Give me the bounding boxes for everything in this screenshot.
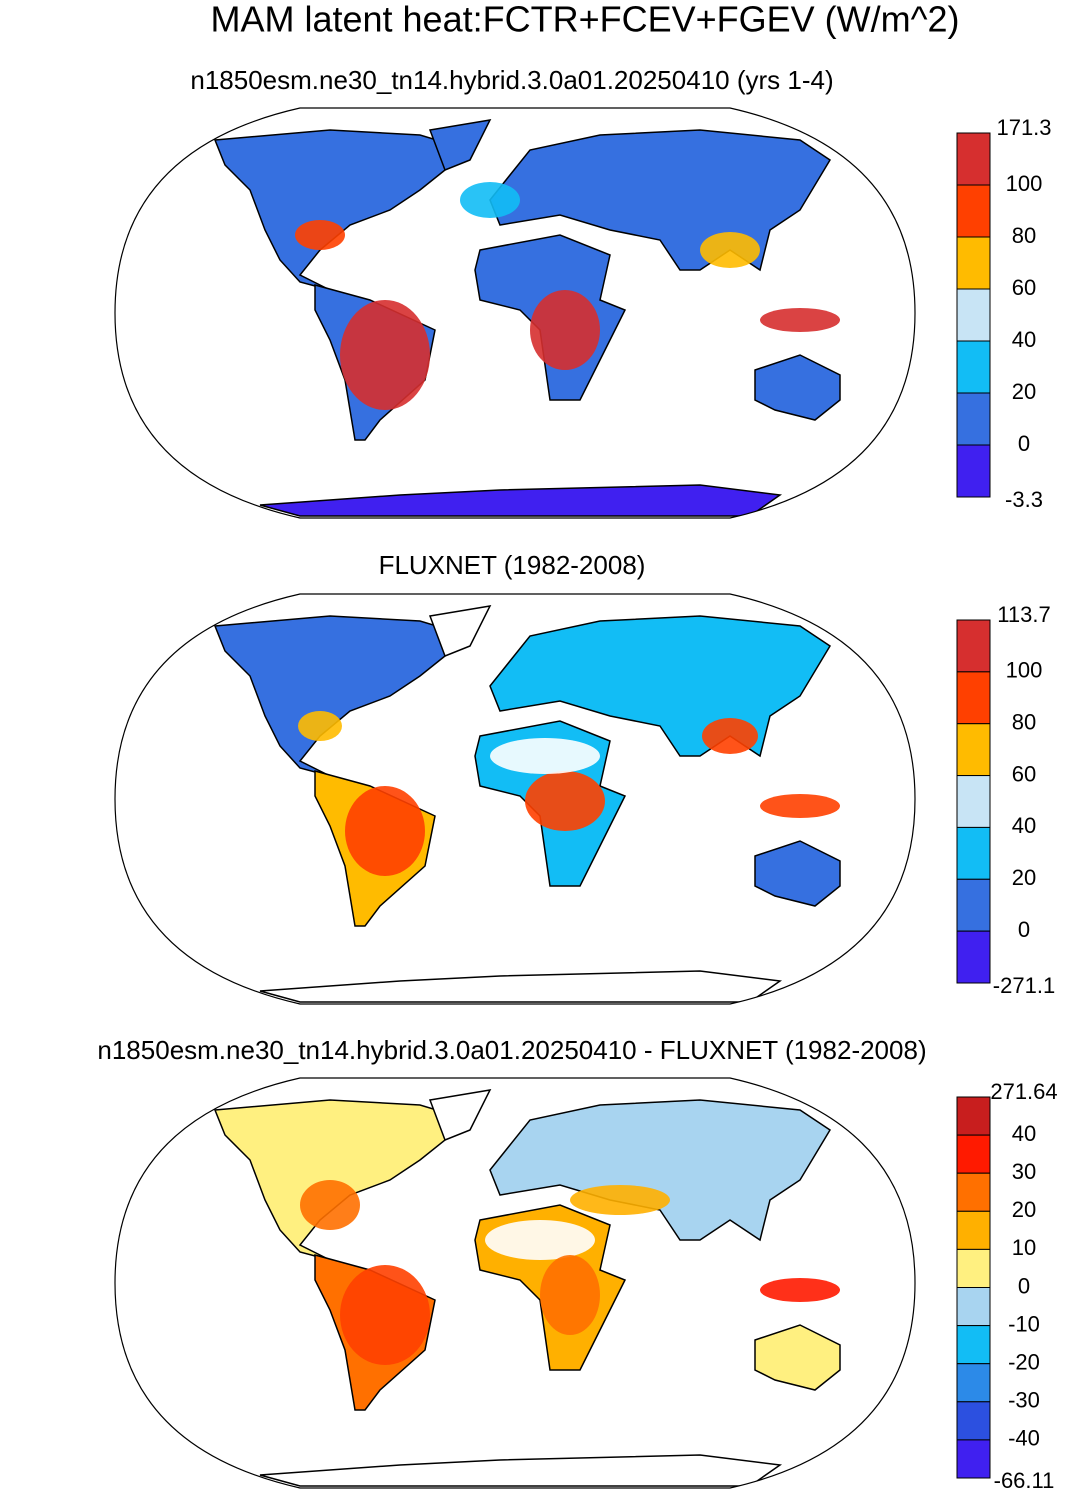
region [298,711,342,741]
colorbar-label: 10 [1012,1235,1036,1260]
colorbar-box [956,1248,991,1289]
colorbar-box [956,930,991,984]
colorbar-box [956,1172,991,1212]
map-border [114,107,916,519]
colorbar-label: 80 [1012,223,1036,248]
colorbar-label: -3.3 [1005,487,1043,512]
colorbar-box [956,1210,991,1250]
colorbar-box [956,1439,991,1479]
landmass [259,484,783,517]
figure-title: MAM latent heat:FCTR+FCEV+FGEV (W/m^2) [210,0,959,40]
colorbar-label: 20 [1012,379,1036,404]
panel-subtitle: n1850esm.ne30_tn14.hybrid.3.0a01.2025041… [97,1035,926,1065]
colorbar-label: 80 [1012,710,1036,735]
colorbar-box [956,132,991,186]
map [114,107,916,519]
colorbar-box [956,723,991,777]
colorbar-box [956,288,991,342]
colorbar-box [956,1287,991,1327]
colorbar-box [956,826,991,880]
landmass [213,615,472,777]
landmass [428,119,492,171]
colorbar-box [956,184,991,238]
colorbar-label: 0 [1018,431,1030,456]
landmass [259,1454,783,1487]
colorbar-label: 20 [1012,865,1036,890]
colorbar-label: 100 [1006,171,1043,196]
colorbar-label: -20 [1008,1350,1040,1375]
colorbar-box [956,1096,991,1136]
landmass [259,970,783,1003]
colorbar-box [956,1134,991,1174]
colorbar-label: 0 [1018,917,1030,942]
map-border [114,1077,916,1489]
colorbar-box [956,775,991,828]
region [345,786,425,876]
region [540,1255,600,1335]
region [760,794,840,818]
colorbar-box [956,340,991,394]
region [340,1265,430,1365]
colorbar-label: -10 [1008,1311,1040,1336]
landmass [754,354,841,421]
colorbar-label: 40 [1012,327,1036,352]
colorbar-box [956,671,991,725]
landmass [213,129,472,291]
colorbar-box [956,878,991,932]
colorbar-label: 40 [1012,1121,1036,1146]
colorbar-box [956,1401,991,1441]
colorbar-label: 171.3 [996,115,1051,140]
colorbar-label: 60 [1012,275,1036,300]
colorbar-label: -40 [1008,1426,1040,1451]
region [300,1180,360,1230]
land [213,1089,841,1487]
land [213,119,841,517]
colorbar-label: -271.1 [993,973,1055,998]
colorbar-box [956,1325,991,1365]
colorbar-box [956,1363,991,1403]
map [114,1077,916,1489]
landmass [428,1089,492,1141]
region [295,220,345,250]
colorbar-label: 40 [1012,813,1036,838]
region [340,300,430,410]
colorbar-label: 60 [1012,761,1036,786]
colorbar-label: 20 [1012,1197,1036,1222]
region [760,1278,840,1302]
region [702,718,758,754]
colorbar-label: 100 [1006,658,1043,683]
region [460,182,520,218]
colorbar-label: 271.64 [990,1079,1057,1104]
map-border [114,593,916,1005]
panel-subtitle: n1850esm.ne30_tn14.hybrid.3.0a01.2025041… [190,65,833,95]
region [530,290,600,370]
colorbar-label: 0 [1018,1273,1030,1298]
region [485,1220,595,1260]
panel-subtitle: FLUXNET (1982-2008) [379,550,646,580]
landmass [428,605,492,657]
colorbar-label: -66.11 [994,1468,1055,1491]
map [114,593,916,1005]
landmass [754,840,841,907]
region [525,771,605,831]
region [570,1185,670,1215]
land [213,605,841,1003]
colorbar-box [956,619,991,673]
region [760,308,840,332]
landmass [213,1099,472,1261]
colorbar-box [956,392,991,446]
landmass [754,1324,841,1391]
colorbar-label: 113.7 [997,602,1050,627]
colorbar-box [956,236,991,290]
colorbar-box [956,444,991,498]
colorbar-label: -30 [1008,1388,1040,1413]
colorbar-label: 30 [1012,1159,1036,1184]
region [700,232,760,268]
region [490,738,600,774]
